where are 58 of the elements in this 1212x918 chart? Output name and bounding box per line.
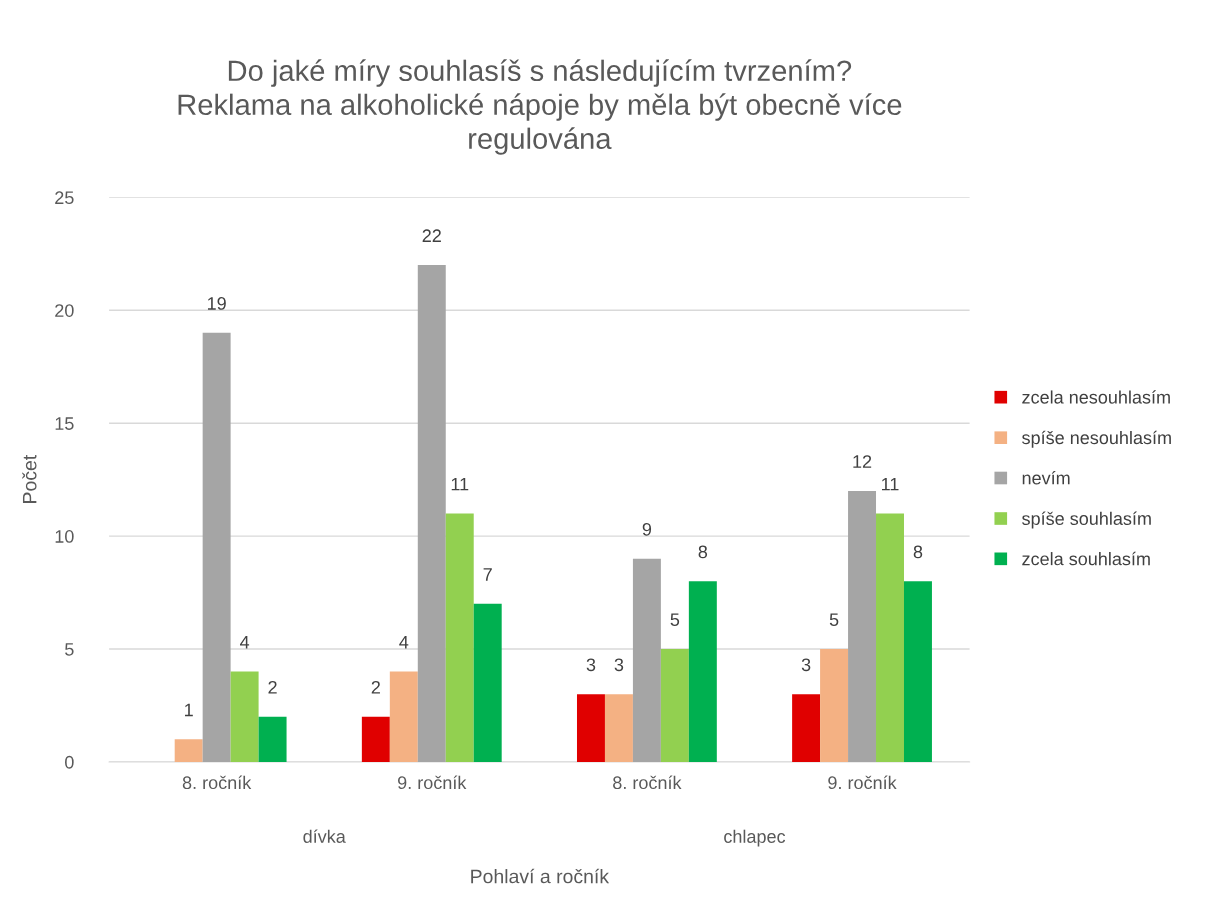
- bar: [604, 694, 633, 762]
- data-label: 22: [422, 229, 441, 242]
- y-axis-title: Počet: [22, 454, 37, 503]
- legend-label: spíše souhlasím: [1022, 511, 1151, 529]
- y-tick-label: 20: [55, 304, 74, 317]
- bar: [792, 694, 821, 762]
- y-tick-label: 5: [65, 643, 74, 656]
- bar: [473, 603, 502, 762]
- x-axis-title: Pohlaví a ročník: [471, 868, 610, 884]
- data-label: 9: [642, 522, 652, 536]
- bar: [660, 649, 689, 762]
- data-label: 8: [913, 545, 923, 559]
- bar: [258, 716, 287, 762]
- data-label: 4: [399, 636, 409, 649]
- x-tick-label: 9. ročník: [398, 775, 467, 790]
- bar: [417, 265, 446, 762]
- bar: [202, 332, 231, 762]
- text: chlapec: [724, 829, 786, 847]
- bar: [876, 513, 904, 762]
- y-tick-label: 10: [55, 530, 74, 543]
- bar: [576, 694, 605, 762]
- data-label: 3: [801, 658, 811, 672]
- data-label: 5: [670, 613, 680, 627]
- legend-label: zcela souhlasím: [1022, 551, 1150, 566]
- y-tick-label: 25: [55, 191, 74, 205]
- legend-label: nevím: [1022, 471, 1070, 485]
- data-label: 12: [853, 455, 872, 468]
- legend-label: spíše nesouhlasím: [1022, 430, 1171, 448]
- data-label: 4: [240, 636, 250, 649]
- x-tick-label: 8. ročník: [613, 775, 682, 790]
- bar: [632, 558, 661, 762]
- bar: [230, 671, 259, 762]
- x-tick-label: 8. ročník: [182, 775, 252, 790]
- data-label: 19: [207, 297, 226, 310]
- bar: [361, 716, 390, 762]
- bar: [174, 739, 203, 762]
- bar: [688, 581, 717, 762]
- legend-label: zcela nesouhlasím: [1022, 390, 1170, 404]
- data-label: 2: [371, 680, 380, 694]
- data-label: 1: [185, 703, 193, 717]
- y-tick-label: 0: [65, 755, 74, 769]
- data-label: 3: [614, 658, 624, 672]
- y-tick-label: 15: [55, 417, 74, 430]
- bar: [848, 490, 877, 762]
- bar: [445, 513, 474, 762]
- data-label: 11: [451, 477, 469, 491]
- data-label: 2: [268, 680, 277, 694]
- data-label: 8: [698, 545, 708, 559]
- chart-title: Do jaké míry souhlasíš s následujícím tvrzením? Reklama na alkoholické nápoje by měla být obecně více regulována: [178, 59, 902, 155]
- data-label: 11: [882, 477, 899, 491]
- bar: [389, 671, 418, 762]
- data-label: 3: [586, 658, 596, 672]
- data-label: 7: [483, 568, 492, 581]
- text: dívka: [303, 829, 346, 843]
- x-tick-label: 9. ročník: [828, 775, 897, 790]
- bar: [820, 649, 849, 762]
- bar: [903, 581, 932, 762]
- data-label: 5: [829, 613, 839, 627]
